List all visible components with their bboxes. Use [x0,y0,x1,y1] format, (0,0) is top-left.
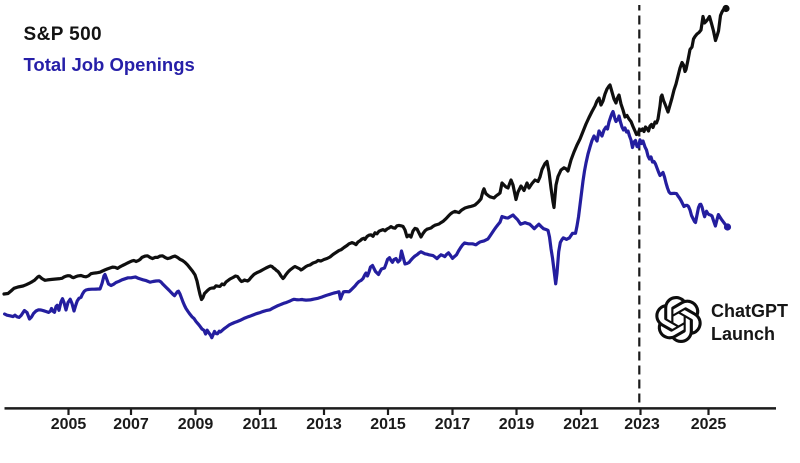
svg-text:Launch: Launch [711,324,775,344]
svg-text:2007: 2007 [113,416,149,433]
svg-text:2019: 2019 [499,416,535,433]
svg-text:Total Job Openings: Total Job Openings [24,54,195,75]
svg-text:2009: 2009 [178,416,214,433]
svg-text:2015: 2015 [370,416,406,433]
svg-text:S&P 500: S&P 500 [24,24,103,45]
svg-text:2011: 2011 [243,416,278,433]
svg-text:2017: 2017 [435,416,471,433]
svg-text:2025: 2025 [691,416,727,433]
svg-text:2023: 2023 [624,416,660,433]
svg-text:ChatGPT: ChatGPT [711,301,788,321]
svg-text:2013: 2013 [306,416,342,433]
svg-text:2005: 2005 [51,416,87,433]
svg-text:2021: 2021 [563,416,599,433]
